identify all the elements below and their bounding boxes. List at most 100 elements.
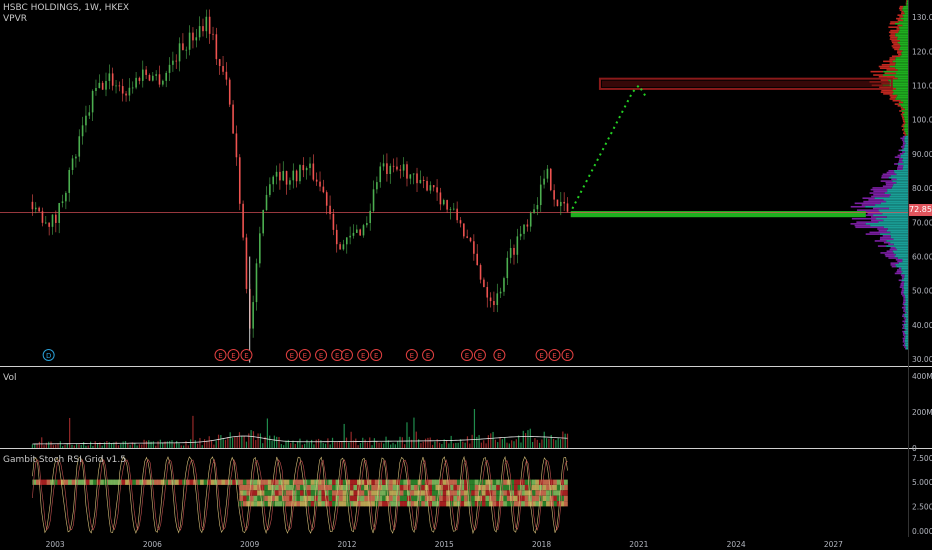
candle-body [309, 163, 311, 169]
volume-bar [387, 440, 389, 448]
vpvr-bar-down [902, 344, 905, 347]
stoch-grid-cell [153, 479, 158, 485]
vpvr-bar-up [886, 216, 908, 218]
candle-body [543, 178, 545, 185]
stoch-grid-cell [264, 484, 269, 491]
vpvr-bar-up [894, 255, 908, 258]
candle-body [362, 225, 365, 236]
price-tick-label: 60.00 [912, 253, 932, 262]
volume-bar [501, 439, 503, 448]
stoch-grid-cell [299, 495, 304, 502]
volume-bar [487, 435, 490, 448]
vpvr-bar-up [905, 334, 908, 336]
candle-body [55, 214, 57, 223]
candle-body [68, 169, 71, 193]
vpvr-bar-down [896, 168, 903, 170]
vpvr-bar-down [894, 163, 898, 165]
volume-bar [31, 444, 34, 448]
stoch-grid-cell [524, 484, 529, 491]
volume-bar [199, 437, 201, 448]
candle-body [319, 181, 321, 187]
stoch-grid-cell [196, 479, 201, 485]
stoch-grid-cell [335, 490, 340, 496]
candle-body [182, 43, 184, 51]
candle-body [332, 213, 335, 230]
vpvr-bar-down [885, 183, 894, 186]
stoch-grid-cell [410, 484, 415, 491]
stoch-grid-cell [324, 479, 329, 485]
vpvr-bar-down [902, 118, 905, 121]
vpvr-bar-up [904, 281, 908, 283]
vpvr-bar-up [906, 318, 908, 321]
stoch-grid-cell [467, 490, 472, 496]
vpvr-bar-up [895, 63, 908, 66]
vpvr-bar-down [904, 329, 906, 331]
stoch-grid-cell [364, 484, 369, 491]
vpvr-bar-up [902, 14, 908, 16]
stoch-grid-cell [506, 484, 511, 491]
vpvr-bar-down [891, 45, 901, 47]
stoch-rsi-label[interactable]: Gambit Stoch RSI Grid v1.5 [3, 455, 126, 465]
vpvr-bar-down [898, 159, 903, 162]
candle-body [245, 237, 248, 289]
volume-pane-label[interactable]: Vol [3, 373, 17, 383]
vpvr-bar-up [883, 219, 908, 222]
stoch-grid-cell [431, 490, 436, 496]
volume-bar [294, 443, 296, 448]
vpvr-bar-up [902, 260, 908, 263]
candle-body [295, 170, 298, 182]
vpvr-bar-down [905, 0, 907, 3]
stoch-grid-cell [474, 484, 479, 491]
candle-body [529, 212, 532, 227]
candle-body [359, 229, 361, 236]
vpvr-bar-down [899, 9, 903, 11]
stoch-grid-cell [364, 495, 369, 502]
vpvr-bar-up [893, 238, 908, 241]
volume-bar [136, 445, 138, 448]
vpvr-bar-up [865, 223, 908, 225]
stoch-grid-cell [357, 490, 361, 496]
stoch-grid-cell [485, 501, 490, 507]
candle-body [439, 192, 442, 205]
last-price-tag: 72.85 [909, 204, 932, 216]
stoch-rsi-pane[interactable] [32, 455, 568, 535]
volume-bar [438, 442, 441, 448]
vpvr-bar-up [905, 142, 908, 145]
vpvr-bar-down [886, 171, 895, 174]
vpvr-bar-down [891, 41, 898, 44]
vpvr-bar-up [904, 120, 908, 123]
stoch-grid-cell [78, 479, 83, 485]
vpvr-bar-down [863, 200, 887, 203]
stoch-grid-cell [453, 484, 458, 491]
candle-body [75, 156, 77, 159]
vpvr-indicator-label[interactable]: VPVR [3, 14, 27, 24]
vpvr-bar-up [896, 178, 908, 181]
volume-bar [227, 437, 229, 448]
vpvr-bar-down [890, 246, 896, 249]
stoch-grid-cell [546, 484, 550, 491]
candle-body [479, 265, 482, 280]
vpvr-bar-up [882, 84, 908, 87]
candle-body [299, 165, 301, 182]
candle-body [456, 208, 458, 221]
vpvr-bar-up [889, 195, 908, 198]
volume-bar [469, 443, 471, 448]
volume-pane[interactable] [31, 409, 569, 448]
stoch-grid-cell [353, 479, 358, 485]
time-tick-label: 2024 [727, 540, 746, 549]
volume-bar [215, 440, 217, 448]
candle-body [58, 203, 60, 223]
stoch-grid-cell [464, 495, 468, 502]
symbol-title[interactable]: HSBC HOLDINGS, 1W, HKEX [3, 3, 130, 13]
stoch-grid-cell [307, 479, 311, 485]
candle-body [409, 174, 412, 179]
vpvr-bar-down [902, 320, 905, 323]
candle-body [372, 189, 375, 211]
stoch-grid-cell [389, 490, 394, 496]
stoch-grid-cell [414, 501, 418, 507]
vpvr-bar-up [902, 158, 908, 160]
vpvr-bar-down [898, 267, 902, 270]
vpvr-bar-down [883, 93, 893, 95]
